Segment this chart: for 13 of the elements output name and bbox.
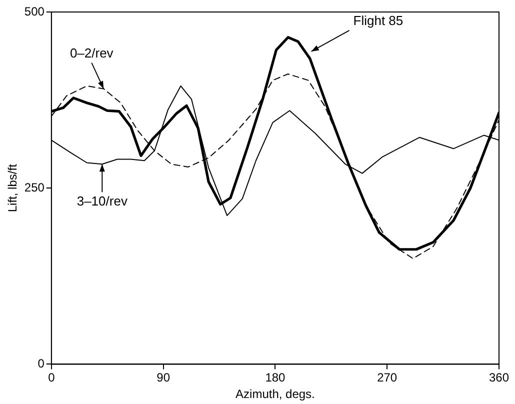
x-axis-title: Azimuth, degs. [236,387,315,402]
y-tick-label: 250 [24,180,45,194]
x-tick-label: 270 [377,370,398,385]
y-tick-label: 0 [38,356,45,371]
x-tick-label: 90 [156,370,170,385]
annotation: Flight 85 [353,13,404,28]
y-tick-label: 500 [24,4,45,18]
annotation: 0–2/rev [70,45,114,60]
y-axis-title: Lift, lbs/ft [6,163,20,212]
x-tick-label: 0 [48,370,56,385]
annotation: 3–10/rev [76,194,128,209]
x-tick-label: 180 [265,370,286,385]
x-tick-label: 360 [488,370,510,385]
